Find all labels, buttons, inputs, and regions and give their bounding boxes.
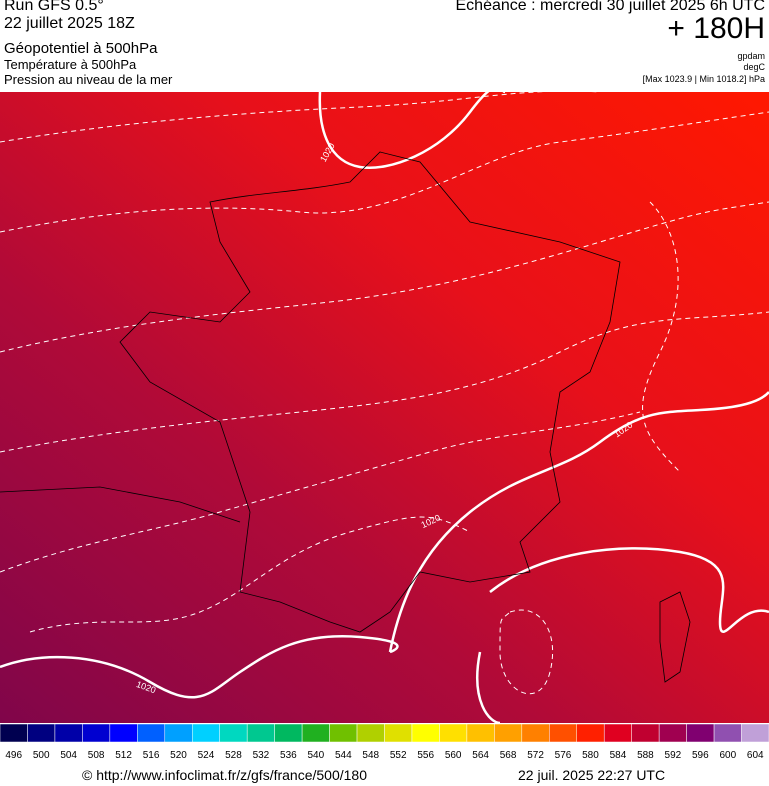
colorbar-label: 572: [527, 750, 544, 761]
colorbar-label: 604: [747, 750, 764, 761]
colorbar-swatch: [713, 723, 742, 743]
colorbar-swatch: [246, 723, 275, 743]
colorbar-label: 580: [582, 750, 599, 761]
colorbar-label: 552: [390, 750, 407, 761]
colorbar-swatch: [741, 723, 769, 743]
colorbar-label: 596: [692, 750, 709, 761]
colorbar-swatch: [521, 723, 550, 743]
colorbar-swatch: [274, 723, 303, 743]
colorbar-label: 536: [280, 750, 297, 761]
colorbar-label: 556: [417, 750, 434, 761]
colorbar-label: 496: [5, 750, 22, 761]
colorbar-swatch: [466, 723, 495, 743]
colorbar-swatch: [686, 723, 715, 743]
colorbar-swatch: [439, 723, 468, 743]
temperature-field: [0, 92, 769, 723]
colorbar-label: 600: [719, 750, 736, 761]
colorbar-label: 508: [88, 750, 105, 761]
colorbar-swatch: [192, 723, 220, 743]
colorbar-label: 532: [253, 750, 270, 761]
colorbar-label: 520: [170, 750, 187, 761]
colorbar-swatch: [384, 723, 413, 743]
colorbar-swatch: [219, 723, 248, 743]
colorbar-label: 500: [33, 750, 50, 761]
colorbar: 496 500 504 508 512 516 520 524 528 532 536 540 544 5…: [0, 723, 769, 761]
colorbar-swatch: [603, 723, 632, 743]
colorbar-swatch: [27, 723, 56, 743]
colorbar-label: 560: [445, 750, 462, 761]
geopotential-contours: [0, 92, 769, 695]
colorbar-swatch: [301, 723, 330, 743]
timestamp: 22 juil. 2025 22:27 UTC: [518, 767, 666, 783]
unit: gpdam: [737, 51, 765, 61]
colorbar-swatch: [164, 723, 193, 743]
colorbar-label: 544: [335, 750, 352, 761]
colorbar-label: 524: [198, 750, 215, 761]
colorbar-label: 540: [307, 750, 324, 761]
colorbar-label: 548: [362, 750, 379, 761]
colorbar-label: 576: [555, 750, 572, 761]
coastlines: [0, 151, 691, 683]
colorbar-swatch: [411, 723, 440, 743]
field-label: Température à 500hPa: [4, 57, 137, 72]
source-url: © http://www.infoclimat.fr/z/gfs/france/…: [82, 767, 367, 783]
colorbar-label: 592: [665, 750, 682, 761]
colorbar-swatch: [631, 723, 660, 743]
colorbar-label: 528: [225, 750, 242, 761]
run-date: 22 juillet 2025 18Z: [4, 15, 135, 32]
colorbar-label: 588: [637, 750, 654, 761]
colorbar-label: 568: [500, 750, 517, 761]
valid-time: Echéance : mercredi 30 juillet 2025 6h U…: [455, 0, 766, 14]
run-title: Run GFS 0.5°: [4, 0, 104, 14]
lead-time: + 180H: [667, 12, 765, 45]
colorbar-label: 584: [610, 750, 627, 761]
colorbar-label: 516: [143, 750, 160, 761]
pressure-range: [Max 1023.9 | Min 1018.2] hPa: [642, 74, 765, 84]
colorbar-swatch: [494, 723, 523, 743]
colorbar-swatch: [549, 723, 577, 743]
colorbar-swatch: [356, 723, 385, 743]
colorbar-swatch: [137, 723, 166, 743]
unit: degC: [743, 62, 765, 72]
colorbar-swatch: [54, 723, 83, 743]
colorbar-swatch: [82, 723, 111, 743]
field-label: Pression au niveau de la mer: [4, 72, 173, 87]
field-label: Géopotentiel à 500hPa: [4, 40, 158, 57]
colorbar-swatch: [109, 723, 138, 743]
isobars: [0, 92, 769, 723]
colorbar-label: 504: [60, 750, 77, 761]
colorbar-swatch: [329, 723, 358, 743]
colorbar-label: 564: [472, 750, 489, 761]
colorbar-swatch: [0, 723, 28, 743]
colorbar-label: 512: [115, 750, 132, 761]
colorbar-swatch: [576, 723, 605, 743]
colorbar-swatch: [658, 723, 687, 743]
